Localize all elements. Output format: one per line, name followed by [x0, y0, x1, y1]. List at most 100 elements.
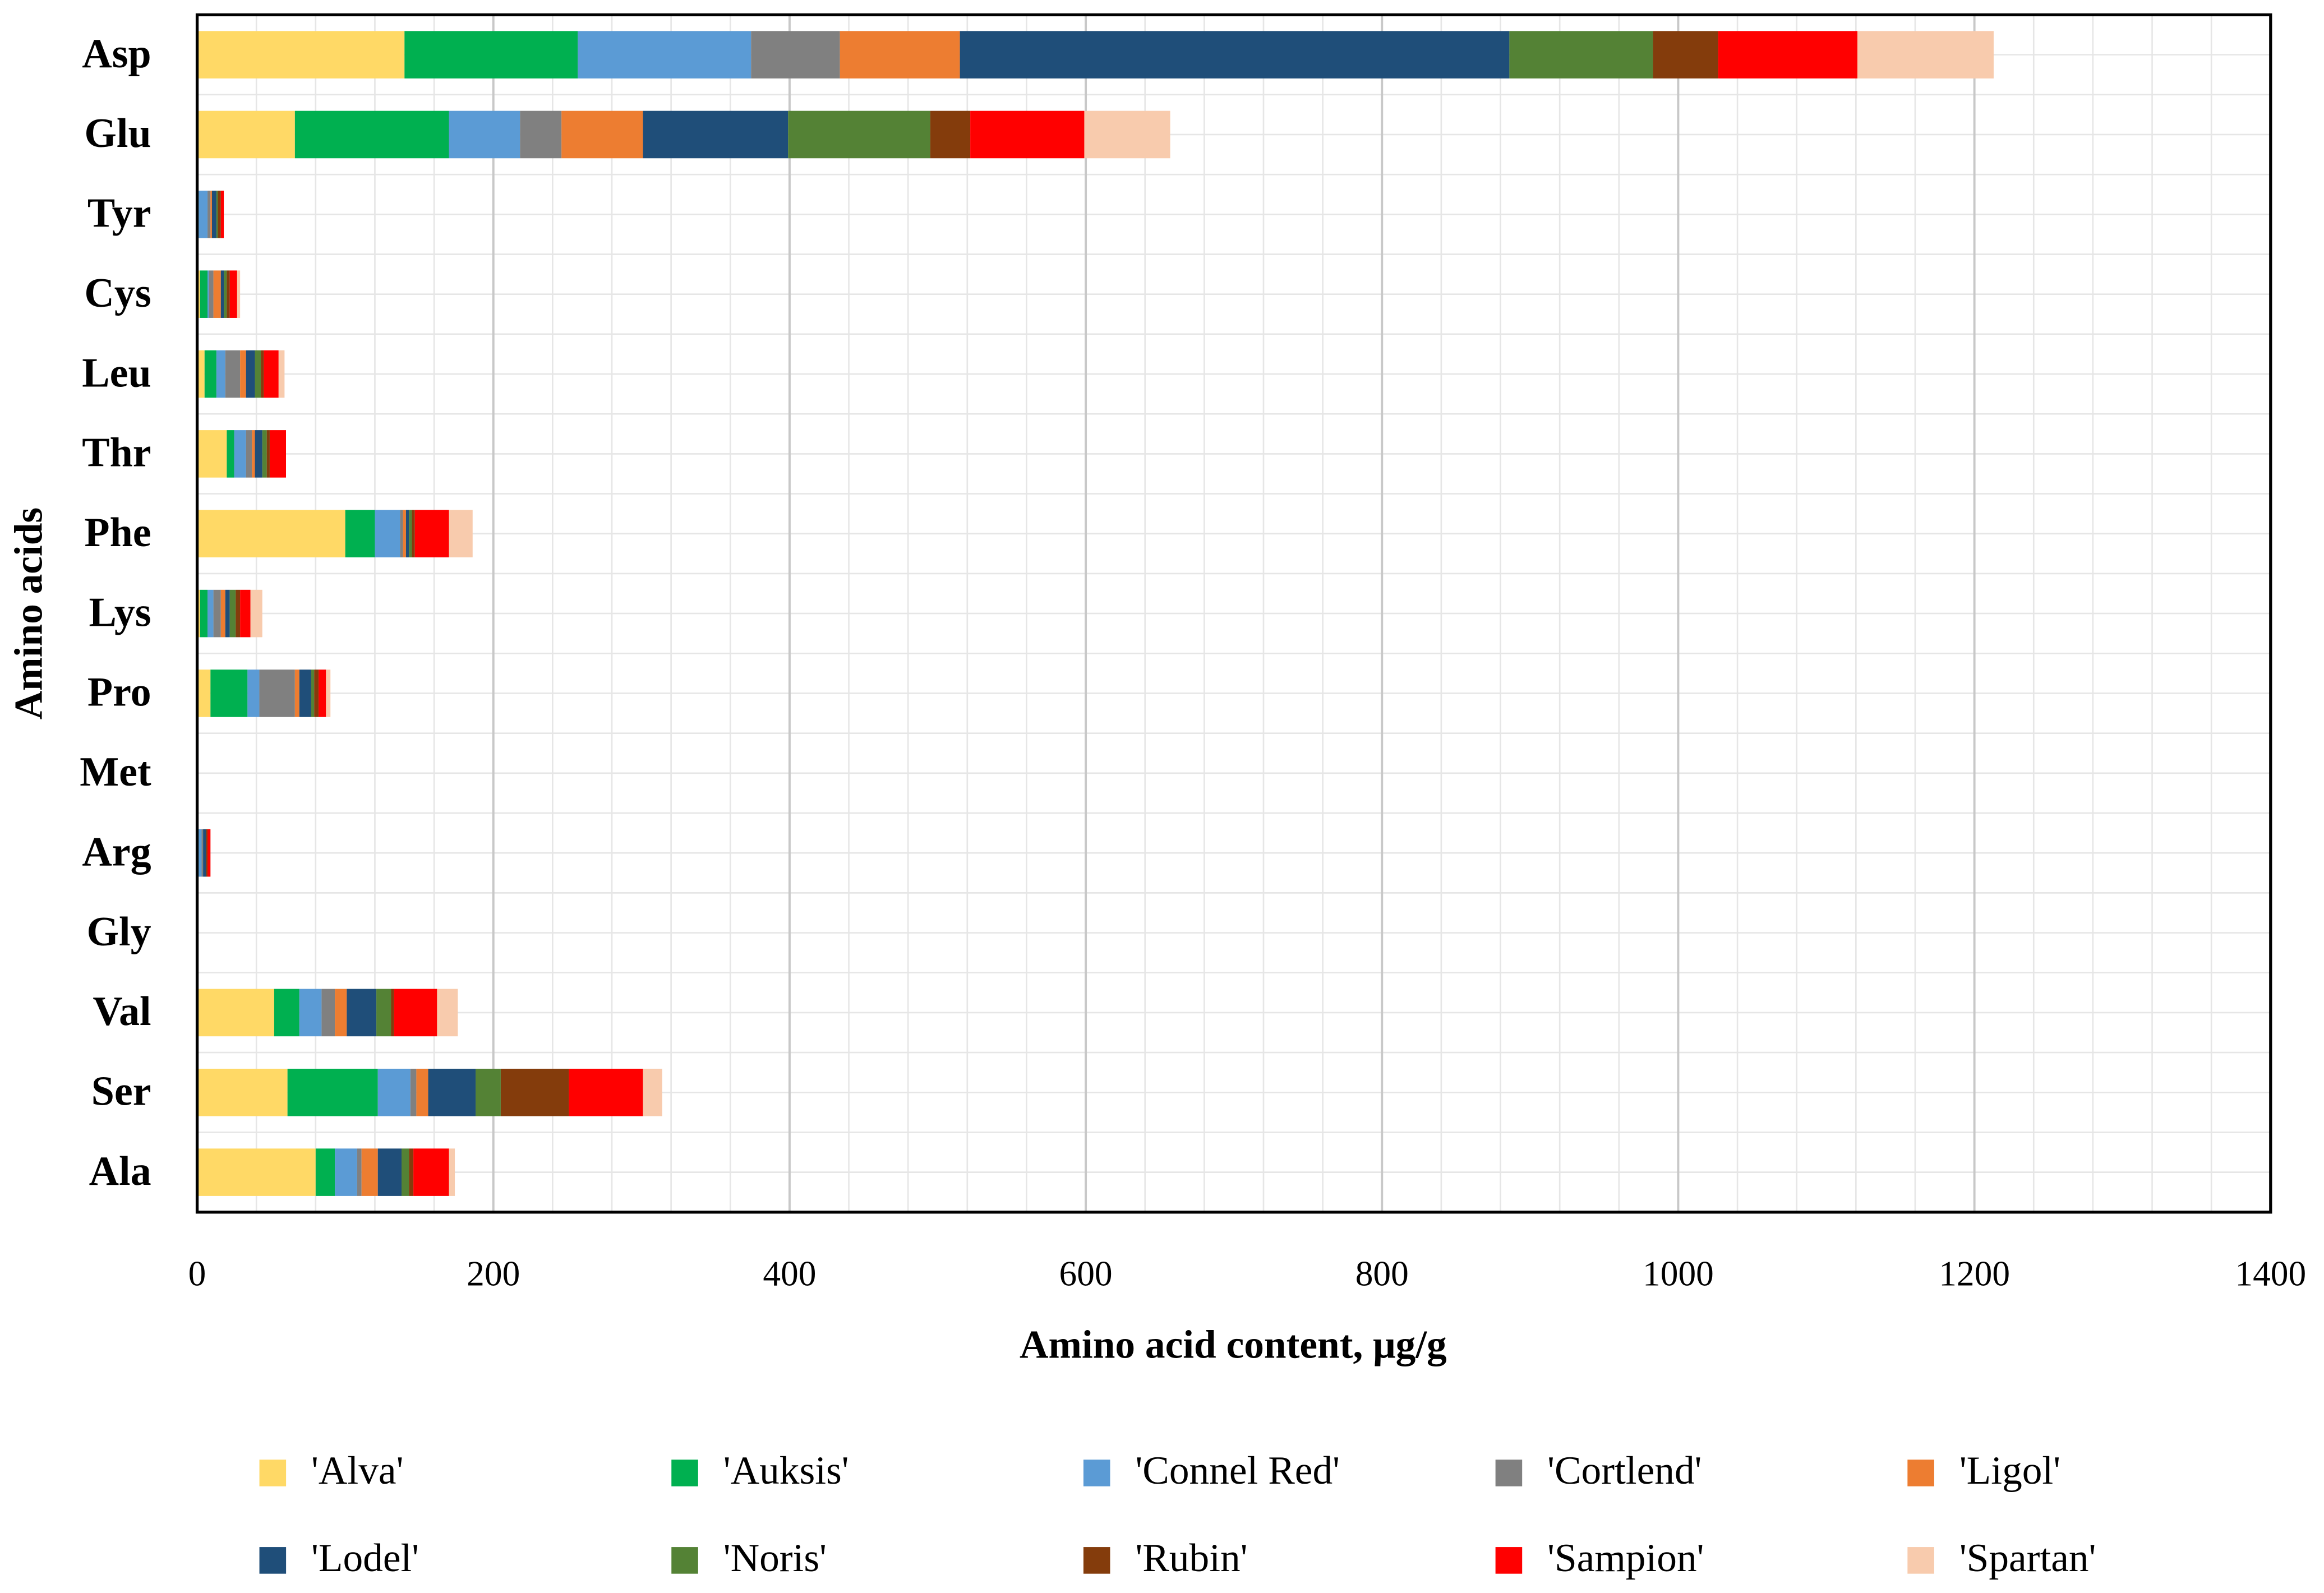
bar-segment	[278, 350, 285, 398]
bar-segment	[416, 1068, 428, 1116]
bar-segment	[216, 350, 225, 398]
bar-segment	[321, 989, 335, 1037]
bar-segment	[225, 589, 230, 638]
bar-segment	[404, 31, 578, 79]
plot-frame	[195, 13, 2272, 1214]
x-tick-label: 1200	[1939, 1254, 2010, 1294]
bar-segment	[216, 191, 218, 238]
bar-segment	[204, 350, 216, 398]
legend-label: 'Sampion'	[1547, 1536, 1704, 1580]
bar-segment	[240, 589, 251, 638]
bar-segment	[345, 510, 375, 558]
bar-segment	[229, 270, 237, 318]
bar-segment	[437, 989, 458, 1037]
bar-segment	[500, 1068, 569, 1116]
bar-segment	[264, 350, 279, 398]
bar-segment	[197, 1068, 288, 1116]
bar-segment	[377, 1148, 402, 1196]
bar-segment	[569, 1068, 643, 1116]
y-tick-label: Lys	[89, 589, 151, 635]
bar-segment	[237, 270, 241, 318]
bar-segment	[246, 430, 252, 478]
bar-segment	[1653, 31, 1718, 79]
bar-segment	[229, 589, 236, 638]
bar-segment	[261, 350, 264, 398]
bar-segment	[213, 589, 221, 638]
x-tick-label: 200	[467, 1254, 520, 1294]
bar-segment	[211, 191, 216, 238]
bar-segment	[361, 1148, 378, 1196]
bar-segment	[208, 829, 211, 877]
bar-segment	[1084, 110, 1170, 159]
bar-segment	[319, 669, 326, 717]
legend-label: 'Rubin'	[1135, 1536, 1247, 1580]
bar-segment	[960, 31, 1510, 79]
bar-segment	[210, 669, 248, 717]
bar-segment	[220, 589, 225, 638]
bar-segment	[269, 430, 286, 478]
bar-segment	[197, 31, 405, 79]
bar-segment	[225, 350, 241, 398]
legend-swatch	[1083, 1547, 1110, 1574]
legend-label: 'Spartan'	[1959, 1536, 2096, 1580]
bar-segment	[751, 31, 840, 79]
bar-segment	[403, 510, 406, 558]
y-tick-label: Ala	[89, 1148, 151, 1194]
bar-segment	[236, 589, 241, 638]
y-tick-label: Thr	[82, 430, 151, 476]
bar-segment	[240, 350, 246, 398]
bar-segment	[262, 430, 267, 478]
bar-segment	[412, 510, 415, 558]
bar-segment	[252, 430, 255, 478]
bar-segment	[234, 430, 246, 478]
bar-segment	[410, 1068, 417, 1116]
bar-segment	[476, 1068, 501, 1116]
grid	[196, 14, 2272, 1213]
legend-label: 'Auksis'	[723, 1448, 849, 1493]
bar-segment	[246, 350, 255, 398]
y-tick-label: Glu	[84, 110, 151, 156]
bar-segment	[197, 510, 345, 558]
bar-segment	[255, 350, 261, 398]
bar-segment	[394, 989, 437, 1037]
legend-label: 'Ligol'	[1959, 1448, 2060, 1493]
bar-segment	[314, 669, 319, 717]
bar-segment	[840, 31, 960, 79]
y-tick-label: Arg	[82, 829, 151, 875]
bar-segment	[208, 270, 209, 318]
bar-segment	[197, 110, 295, 159]
legend: 'Alva' 'Auksis' 'Connel Red' 'Cortlend' 'Lig…	[259, 1448, 2096, 1580]
bar-segment	[520, 110, 562, 159]
bar-segment	[409, 510, 412, 558]
y-tick-label: Gly	[87, 909, 151, 955]
x-tick-label: 400	[763, 1254, 816, 1294]
x-tick-label: 1000	[1643, 1254, 1714, 1294]
bar-segment	[200, 589, 208, 638]
bar-segment	[294, 110, 449, 159]
bars	[197, 31, 1994, 1196]
y-tick-label: Val	[93, 989, 151, 1035]
bar-segment	[197, 1148, 316, 1196]
bar-segment	[1718, 31, 1857, 79]
bar-segment	[970, 110, 1085, 159]
y-tick-label: Asp	[82, 31, 151, 77]
bar-segment	[201, 829, 204, 877]
bar-segment	[335, 989, 347, 1037]
bar-segment	[375, 510, 400, 558]
x-tick-label: 1400	[2235, 1254, 2306, 1294]
bar-segment	[208, 191, 211, 238]
bar-segment	[299, 989, 322, 1037]
bar-segment	[224, 270, 227, 318]
bar-segment	[326, 669, 331, 717]
x-tick-label: 600	[1059, 1254, 1113, 1294]
x-axis-title: Amino acid content, μg/g	[1020, 1322, 1447, 1366]
y-tick-label: Tyr	[87, 191, 151, 237]
legend-swatch	[1495, 1460, 1523, 1486]
bar-segment	[197, 430, 227, 478]
legend-label: 'Alva'	[311, 1448, 403, 1493]
legend-swatch	[259, 1460, 287, 1486]
legend-label: 'Cortlend'	[1547, 1448, 1702, 1493]
bar-segment	[197, 350, 205, 398]
bar-segment	[643, 1068, 662, 1116]
